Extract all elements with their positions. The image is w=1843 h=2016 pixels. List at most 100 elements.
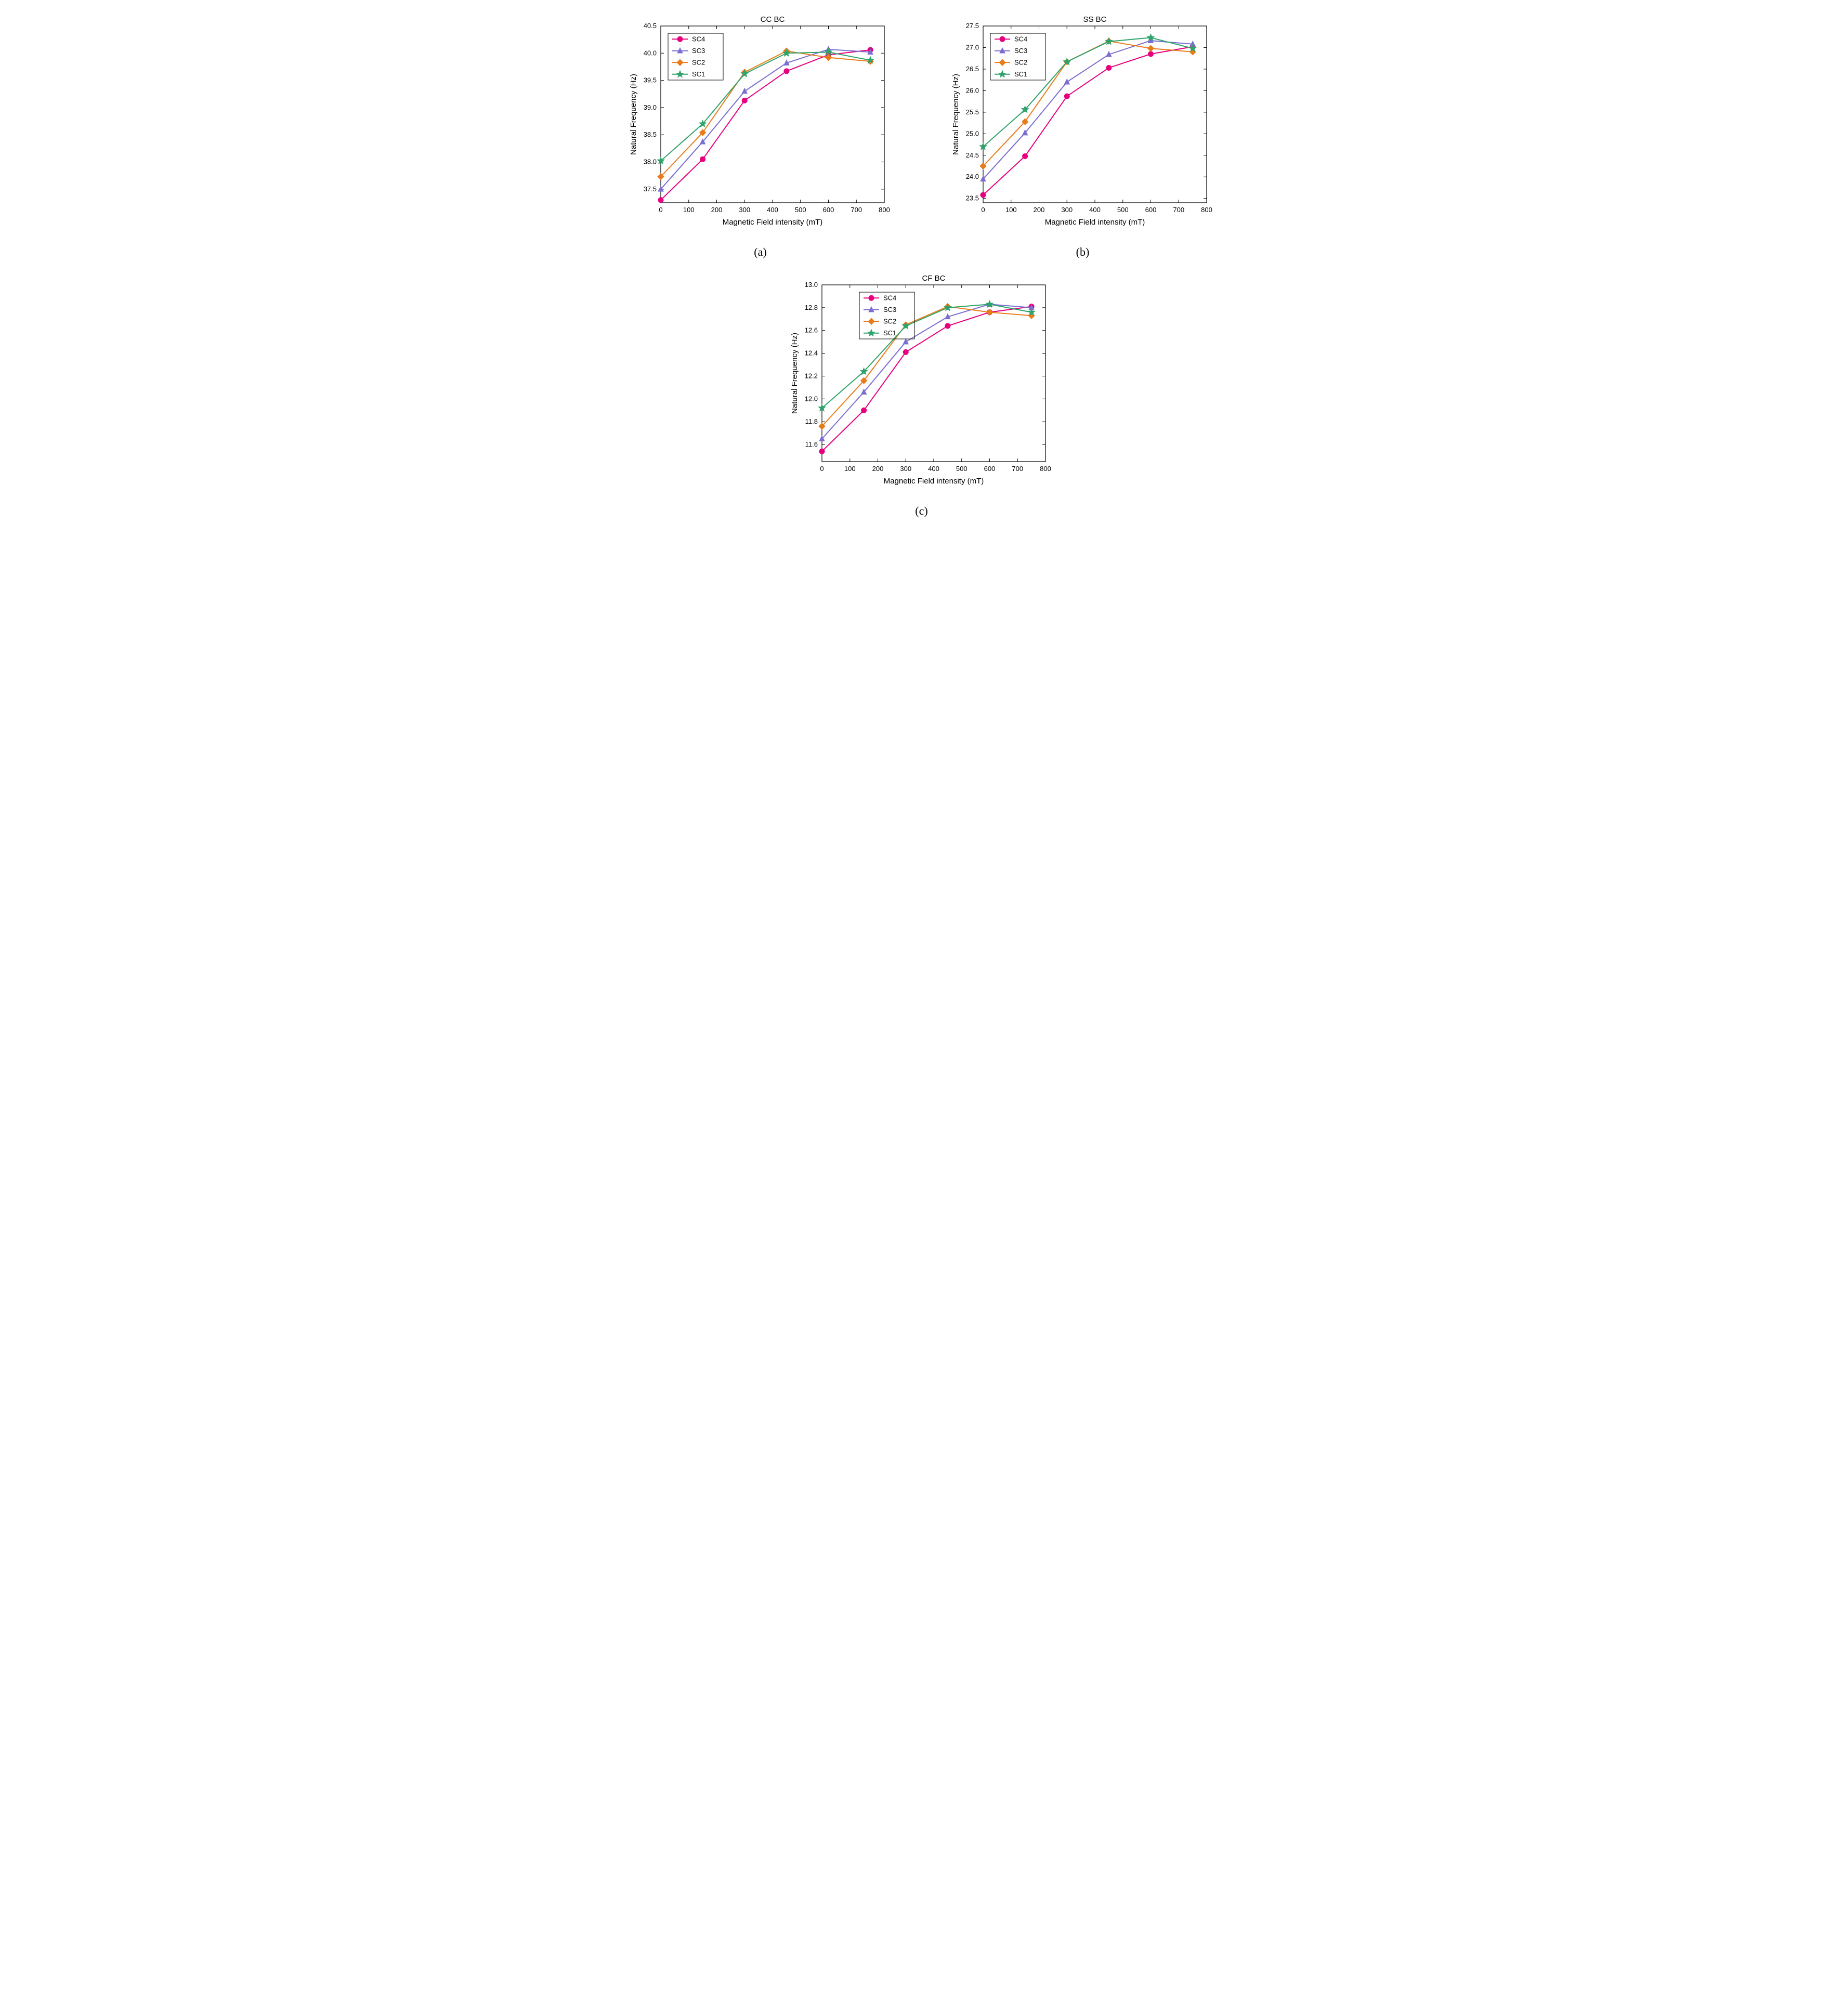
figure-grid: 0 100 200 300 400 500 600 700 800 37.5 38.0 38.5 39.… (610, 10, 1234, 518)
legend-label-sc2: SC2 (692, 58, 705, 66)
series-line-sc3 (822, 304, 1031, 439)
y-tick-label: 26.0 (965, 86, 978, 94)
x-tick-label: 500 (956, 465, 967, 473)
y-tick-label: 13.0 (804, 281, 817, 289)
x-tick-label: 600 (822, 206, 834, 214)
legend-label-sc3: SC3 (883, 306, 896, 313)
y-axis-title: Natural Frequency (Hz) (629, 74, 638, 155)
x-tick-label: 100 (1005, 206, 1016, 214)
y-axis-title: Natural Frequency (Hz) (790, 333, 799, 414)
x-tick-label: 600 (984, 465, 995, 473)
legend-marker-sc2 (677, 59, 683, 66)
y-tick-label: 25.5 (965, 108, 978, 116)
series-marker-sc4 (861, 408, 866, 413)
series-marker-sc4 (1106, 65, 1111, 70)
chart-cc: 010020030040050060070080037.538.038.539.… (620, 10, 901, 239)
legend-label-sc3: SC3 (692, 47, 705, 55)
y-tick-label: 27.5 (965, 22, 978, 30)
y-tick-label: 26.5 (965, 65, 978, 73)
x-tick-label: 400 (767, 206, 778, 214)
y-tick-label: 24.5 (965, 151, 978, 159)
y-tick-label: 37.5 (643, 185, 656, 193)
panel-a: 010020030040050060070080037.538.038.539.… (610, 10, 911, 259)
y-tick-label: 38.0 (643, 158, 656, 166)
series-marker-sc2 (1147, 45, 1154, 51)
series-marker-sc3 (742, 88, 747, 94)
caption-a: (a) (754, 245, 766, 259)
legend-label-sc4: SC4 (1014, 35, 1027, 43)
chart-ss: 0 100 200 300 400 500 600 700 800 23.5 24.0 24.5 25.… (943, 10, 1223, 239)
x-tick-label: 400 (928, 465, 939, 473)
y-tick-label: 12.0 (804, 395, 817, 402)
x-tick-label: 300 (1061, 206, 1073, 214)
y-tick-label: 24.0 (965, 173, 978, 180)
x-tick-label: 0 (981, 206, 985, 214)
x-axis-title: Magnetic Field intensity (mT) (722, 218, 822, 227)
x-axis-title: Magnetic Field intensity (mT) (883, 477, 984, 486)
x-tick-label: 0 (820, 465, 824, 473)
x-axis-title: Magnetic Field intensity (mT) (1044, 218, 1145, 227)
x-tick-label: 800 (879, 206, 890, 214)
x-tick-label: 800 (1040, 465, 1051, 473)
series-marker-sc4 (1064, 94, 1069, 99)
series-marker-sc4 (742, 98, 747, 103)
series-marker-sc4 (981, 192, 986, 198)
chart-title: CF BC (922, 274, 945, 283)
chart-cf: 0 100 200 300 400 500 600 700 800 11.6 11.8 12.0 12.… (781, 269, 1062, 498)
legend-marker-sc4 (869, 295, 874, 300)
legend-label-sc1: SC1 (1014, 70, 1027, 78)
x-tick-label: 500 (1117, 206, 1128, 214)
x-tick-label: 700 (1012, 465, 1023, 473)
series-line-sc1 (661, 52, 870, 161)
legend-label-sc4: SC4 (692, 35, 705, 43)
legend-label-sc4: SC4 (883, 294, 896, 302)
series-marker-sc3 (903, 339, 908, 344)
y-tick-label: 11.8 (805, 417, 817, 425)
y-tick-label: 39.5 (643, 76, 656, 84)
x-tick-label: 600 (1145, 206, 1156, 214)
series-marker-sc4 (700, 156, 705, 162)
y-tick-label: 23.5 (965, 194, 978, 202)
x-tick-label: 800 (1201, 206, 1212, 214)
legend-marker-sc4 (677, 36, 683, 42)
y-tick-label: 25.0 (965, 129, 978, 137)
x-tick-label: 700 (1173, 206, 1184, 214)
y-tick-label: 12.8 (804, 304, 817, 311)
x-tick-label: 200 (711, 206, 722, 214)
x-tick-label: 400 (1089, 206, 1101, 214)
chart-title: SS BC (1083, 15, 1106, 24)
y-tick-label: 11.6 (805, 440, 817, 448)
series-marker-sc4 (819, 449, 825, 454)
panel-c: 0 100 200 300 400 500 600 700 800 11.6 11.8 12.0 12.… (610, 269, 1234, 518)
x-tick-label: 200 (1033, 206, 1044, 214)
y-tick-label: 40.5 (643, 22, 656, 30)
series-marker-sc4 (1022, 153, 1027, 159)
chart-svg: 010020030040050060070080037.538.038.539.… (620, 10, 901, 239)
series-line-sc4 (822, 307, 1031, 452)
y-tick-label: 27.0 (965, 43, 978, 51)
series-line-sc4 (983, 47, 1193, 195)
legend-marker-sc2 (999, 59, 1005, 66)
series-marker-sc2 (986, 309, 992, 316)
y-tick-label: 38.5 (643, 130, 656, 138)
caption-c: (c) (915, 504, 927, 518)
y-tick-label: 12.4 (804, 349, 817, 357)
series-marker-sc4 (1148, 51, 1153, 57)
series-marker-sc3 (1064, 79, 1069, 84)
legend-marker-sc4 (1000, 36, 1005, 42)
x-tick-label: 100 (683, 206, 694, 214)
x-tick-label: 700 (851, 206, 862, 214)
chart-title: CC BC (760, 15, 785, 24)
legend-marker-sc1 (868, 330, 874, 336)
series-marker-sc4 (658, 198, 663, 203)
y-axis-title: Natural Frequency (Hz) (951, 74, 960, 155)
y-tick-label: 39.0 (643, 103, 656, 111)
x-tick-label: 0 (659, 206, 662, 214)
series-marker-sc4 (903, 349, 908, 355)
legend-label-sc1: SC1 (883, 329, 896, 337)
x-tick-label: 300 (900, 465, 911, 473)
x-tick-label: 100 (844, 465, 855, 473)
x-tick-label: 200 (872, 465, 883, 473)
legend-marker-sc1 (999, 71, 1005, 77)
series-marker-sc4 (945, 323, 950, 329)
